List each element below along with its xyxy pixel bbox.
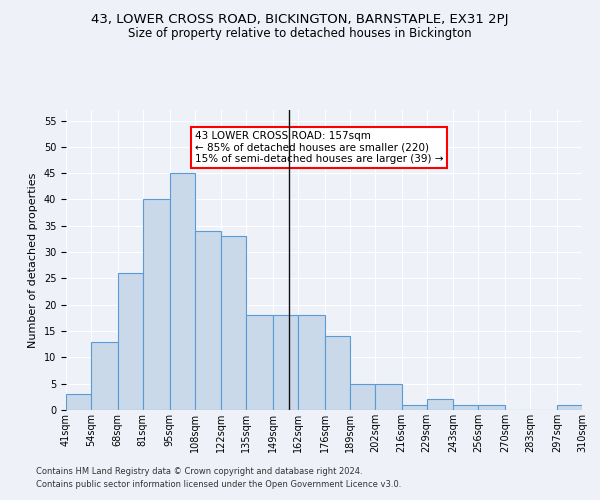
Bar: [170, 173, 194, 410]
Text: Size of property relative to detached houses in Bickington: Size of property relative to detached ho…: [128, 28, 472, 40]
Bar: [194, 231, 221, 410]
Bar: [247, 316, 273, 410]
Bar: [427, 400, 454, 410]
Bar: [325, 336, 350, 410]
Bar: [350, 384, 375, 410]
Bar: [143, 200, 170, 410]
Text: Contains HM Land Registry data © Crown copyright and database right 2024.: Contains HM Land Registry data © Crown c…: [36, 467, 362, 476]
Bar: [298, 316, 325, 410]
Bar: [273, 316, 298, 410]
Bar: [557, 404, 582, 410]
Text: Contains public sector information licensed under the Open Government Licence v3: Contains public sector information licen…: [36, 480, 401, 489]
Bar: [91, 342, 118, 410]
Bar: [401, 404, 427, 410]
Text: 43, LOWER CROSS ROAD, BICKINGTON, BARNSTAPLE, EX31 2PJ: 43, LOWER CROSS ROAD, BICKINGTON, BARNST…: [91, 12, 509, 26]
Bar: [375, 384, 401, 410]
Bar: [221, 236, 247, 410]
Bar: [118, 273, 143, 410]
Text: 43 LOWER CROSS ROAD: 157sqm
← 85% of detached houses are smaller (220)
15% of se: 43 LOWER CROSS ROAD: 157sqm ← 85% of det…: [194, 131, 443, 164]
Bar: [66, 394, 91, 410]
Bar: [478, 404, 505, 410]
Bar: [454, 404, 478, 410]
Y-axis label: Number of detached properties: Number of detached properties: [28, 172, 38, 348]
